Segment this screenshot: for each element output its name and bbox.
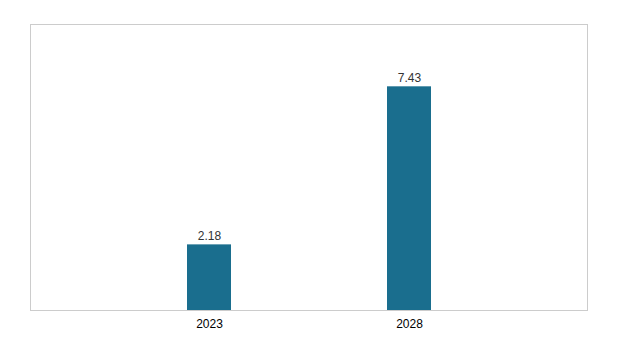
svg-text:2028: 2028 bbox=[396, 317, 423, 331]
svg-text:7.43: 7.43 bbox=[398, 71, 422, 85]
svg-text:2.18: 2.18 bbox=[198, 229, 222, 243]
svg-text:2023: 2023 bbox=[196, 317, 223, 331]
